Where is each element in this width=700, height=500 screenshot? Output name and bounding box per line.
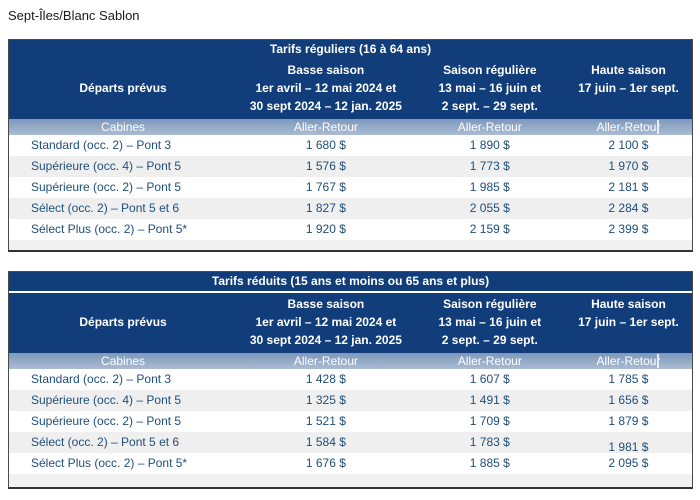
cabin-name: Supérieure (occ. 4) – Pont 5 xyxy=(31,393,182,407)
cabin-name: Standard (occ. 2) – Pont 3 xyxy=(31,138,172,152)
price-basse-saison: 1 521 $ xyxy=(305,414,346,428)
season-dates: 30 sept 2024 – 12 jan. 2025 xyxy=(249,99,402,113)
table-row: Sélect Plus (occ. 2) – Pont 5* 1 920 $ 2… xyxy=(9,219,692,240)
season-name: Saison régulière xyxy=(443,63,537,77)
reduced-fares-table: Tarifs réduits (15 ans et moins ou 65 an… xyxy=(8,271,693,489)
table-row: Supérieure (occ. 4) – Pont 5 1 576 $ 1 7… xyxy=(9,156,692,177)
subheader-row: Cabines Aller-Retour Aller-Retour Aller-… xyxy=(9,353,692,369)
table-row: Sélect (occ. 2) – Pont 5 et 6 1 827 $ 2 … xyxy=(9,198,692,219)
price-basse-saison: 1 767 $ xyxy=(305,180,346,194)
price-haute-saison: 1 785 $ xyxy=(608,372,649,386)
season-name: Basse saison xyxy=(287,297,365,311)
subheader-row: Cabines Aller-Retour Aller-Retour Aller-… xyxy=(9,119,692,135)
price-haute-saison: 2 095 $ xyxy=(608,456,649,470)
cabin-name: Sélect (occ. 2) – Pont 5 et 6 xyxy=(31,201,180,215)
column-header-haute-saison: Haute saison 17 juin – 1er sept. xyxy=(565,295,692,349)
column-header-label: Départs prévus xyxy=(79,81,167,95)
cabin-name: Sélect (occ. 2) – Pont 5 et 6 xyxy=(31,435,180,449)
price-haute-saison: 1 981 $ xyxy=(608,440,649,454)
table-row: Sélect Plus (occ. 2) – Pont 5* 1 676 $ 1… xyxy=(9,453,692,474)
price-saison-reguliere: 1 773 $ xyxy=(469,159,510,173)
price-basse-saison: 1 584 $ xyxy=(305,435,346,449)
column-header-label: Départs prévus xyxy=(79,315,167,329)
fare-type-header: Aller-Retour xyxy=(596,354,661,368)
regular-fares-table: Tarifs réguliers (16 à 64 ans) Départs p… xyxy=(8,39,693,252)
empty-spacer-row xyxy=(9,240,692,250)
season-name: Haute saison xyxy=(591,63,666,77)
fare-type-header: Aller-Retour xyxy=(293,120,358,134)
table-row: Standard (occ. 2) – Pont 3 1 428 $ 1 607… xyxy=(9,369,692,390)
season-dates: 17 juin – 1er sept. xyxy=(578,81,679,95)
subheader-divider xyxy=(657,120,659,134)
price-saison-reguliere: 2 159 $ xyxy=(469,222,510,236)
table-header-row: Départs prévus Basse saison 1er avril – … xyxy=(9,293,692,353)
fare-type-header: Aller-Retour xyxy=(596,120,661,134)
price-saison-reguliere: 1 985 $ xyxy=(469,180,510,194)
season-dates: 1er avril – 12 mai 2024 et xyxy=(255,315,397,329)
cabin-name: Sélect Plus (occ. 2) – Pont 5* xyxy=(31,456,188,470)
page-title: Sept-Îles/Blanc Sablon xyxy=(8,8,140,23)
table-row: Standard (occ. 2) – Pont 3 1 680 $ 1 890… xyxy=(9,135,692,156)
table-row: Supérieure (occ. 4) – Pont 5 1 325 $ 1 4… xyxy=(9,390,692,411)
price-haute-saison: 2 181 $ xyxy=(608,180,649,194)
table-row: Supérieure (occ. 2) – Pont 5 1 521 $ 1 7… xyxy=(9,411,692,432)
season-dates: 17 juin – 1er sept. xyxy=(578,315,679,329)
price-saison-reguliere: 1 885 $ xyxy=(469,456,510,470)
fare-type-header: Aller-Retour xyxy=(457,120,522,134)
price-saison-reguliere: 1 607 $ xyxy=(469,372,510,386)
season-dates: 13 mai – 16 juin et xyxy=(438,315,542,329)
price-saison-reguliere: 1 890 $ xyxy=(469,138,510,152)
empty-spacer-row xyxy=(9,474,692,487)
price-basse-saison: 1 428 $ xyxy=(305,372,346,386)
price-haute-saison: 2 284 $ xyxy=(608,201,649,215)
table-title: Tarifs réguliers (16 à 64 ans) xyxy=(9,40,692,59)
column-header-saison-reguliere: Saison régulière 13 mai – 16 juin et 2 s… xyxy=(415,61,565,115)
cabines-header: Cabines xyxy=(101,354,146,368)
season-dates: 2 sept. – 29 sept. xyxy=(441,99,538,113)
subheader-divider xyxy=(657,354,659,368)
table-title: Tarifs réduits (15 ans et moins ou 65 an… xyxy=(9,272,692,293)
column-header-haute-saison: Haute saison 17 juin – 1er sept. xyxy=(565,61,692,115)
season-dates: 30 sept 2024 – 12 jan. 2025 xyxy=(249,333,402,347)
price-haute-saison: 2 399 $ xyxy=(608,222,649,236)
price-haute-saison: 1 970 $ xyxy=(608,159,649,173)
season-name: Basse saison xyxy=(287,63,365,77)
table-row: Sélect (occ. 2) – Pont 5 et 6 1 584 $ 1 … xyxy=(9,432,692,454)
price-saison-reguliere: 1 491 $ xyxy=(469,393,510,407)
season-dates: 13 mai – 16 juin et xyxy=(438,81,542,95)
price-saison-reguliere: 1 783 $ xyxy=(469,435,510,449)
price-basse-saison: 1 680 $ xyxy=(305,138,346,152)
fare-type-header: Aller-Retour xyxy=(293,354,358,368)
column-header-departs-prevus: Départs prévus xyxy=(9,61,237,115)
price-basse-saison: 1 676 $ xyxy=(305,456,346,470)
price-saison-reguliere: 2 055 $ xyxy=(469,201,510,215)
column-header-basse-saison: Basse saison 1er avril – 12 mai 2024 et … xyxy=(237,61,415,115)
table-row: Supérieure (occ. 2) – Pont 5 1 767 $ 1 9… xyxy=(9,177,692,198)
price-saison-reguliere: 1 709 $ xyxy=(469,414,510,428)
price-basse-saison: 1 576 $ xyxy=(305,159,346,173)
column-header-basse-saison: Basse saison 1er avril – 12 mai 2024 et … xyxy=(237,295,415,349)
fare-type-header: Aller-Retour xyxy=(457,354,522,368)
cabin-name: Supérieure (occ. 2) – Pont 5 xyxy=(31,180,182,194)
price-basse-saison: 1 325 $ xyxy=(305,393,346,407)
cabin-name: Supérieure (occ. 2) – Pont 5 xyxy=(31,414,182,428)
table-header-row: Départs prévus Basse saison 1er avril – … xyxy=(9,59,692,119)
price-haute-saison: 1 656 $ xyxy=(608,393,649,407)
season-name: Haute saison xyxy=(591,297,666,311)
season-dates: 1er avril – 12 mai 2024 et xyxy=(255,81,397,95)
cabin-name: Standard (occ. 2) – Pont 3 xyxy=(31,372,172,386)
column-header-saison-reguliere: Saison régulière 13 mai – 16 juin et 2 s… xyxy=(415,295,565,349)
price-basse-saison: 1 920 $ xyxy=(305,222,346,236)
cabin-name: Sélect Plus (occ. 2) – Pont 5* xyxy=(31,222,188,236)
price-haute-saison: 2 100 $ xyxy=(608,138,649,152)
cabines-header: Cabines xyxy=(101,120,146,134)
price-basse-saison: 1 827 $ xyxy=(305,201,346,215)
season-dates: 2 sept. – 29 sept. xyxy=(441,333,538,347)
season-name: Saison régulière xyxy=(443,297,537,311)
cabin-name: Supérieure (occ. 4) – Pont 5 xyxy=(31,159,182,173)
price-haute-saison: 1 879 $ xyxy=(608,414,649,428)
column-header-departs-prevus: Départs prévus xyxy=(9,295,237,349)
